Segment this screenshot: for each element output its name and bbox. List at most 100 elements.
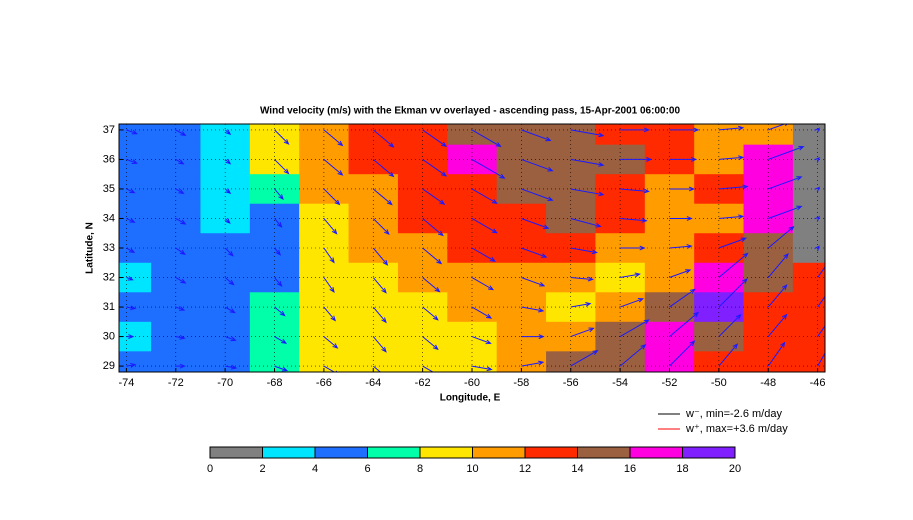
x-tick-label: -50	[711, 377, 727, 389]
wind-arrow	[471, 365, 493, 372]
wind-arrow	[768, 145, 805, 160]
heat-cell	[447, 351, 498, 372]
wind-arrow	[471, 158, 506, 179]
wind-arrow	[814, 216, 821, 222]
wind-arrow	[718, 214, 745, 220]
x-tick-label: -70	[217, 377, 233, 389]
wind-arrow	[372, 277, 387, 294]
wind-arrow	[372, 188, 393, 206]
wind-arrow	[471, 129, 502, 148]
wind-arrow	[126, 129, 138, 135]
colorbar-segment	[210, 447, 263, 458]
wind-arrow	[767, 225, 795, 249]
wind-arrow	[620, 245, 646, 251]
wind-arrow	[521, 218, 550, 230]
heat-cell	[249, 351, 300, 372]
wind-arrow	[570, 247, 599, 255]
wind-arrow	[274, 365, 289, 372]
heat-cell	[496, 351, 547, 372]
wind-arrow	[521, 188, 554, 201]
wind-arrow	[669, 288, 696, 308]
wind-arrow	[372, 247, 389, 266]
colorbar-tick-label: 6	[364, 463, 370, 475]
heat-cell	[200, 351, 251, 372]
wind-arrow	[126, 276, 134, 281]
wind-arrow	[372, 365, 382, 372]
wind-arrow	[471, 277, 495, 291]
wind-arrow	[323, 306, 337, 322]
heat-cell	[644, 351, 695, 372]
wind-arrow	[225, 364, 238, 370]
wind-arrow	[175, 158, 185, 165]
wind-arrow	[768, 176, 803, 190]
wind-arrow	[570, 302, 592, 308]
colorbar-segment	[367, 447, 421, 458]
wind-arrow	[817, 325, 825, 337]
wind-arrow	[718, 155, 745, 161]
wind-arrow	[323, 365, 338, 372]
heat-cell	[119, 124, 152, 146]
wind-arrow	[767, 284, 788, 308]
wind-arrow	[175, 247, 186, 256]
colorbar-tick-label: 20	[729, 463, 741, 475]
overlay	[119, 124, 825, 372]
wind-arrow	[521, 247, 548, 258]
chart-title: Wind velocity (m/s) with the Ekman vv ov…	[260, 106, 681, 117]
heat-cell	[397, 124, 448, 146]
wind-arrow	[175, 129, 187, 137]
wind-arrow	[126, 218, 136, 223]
x-tick-label: -74	[118, 377, 134, 389]
wind-arrow	[175, 363, 186, 369]
wind-arrow	[620, 272, 641, 279]
x-tick-label: -60	[464, 377, 480, 389]
wind-arrow	[669, 244, 693, 249]
wind-arrow	[422, 336, 439, 351]
heat-cell	[496, 124, 547, 146]
wind-arrow	[323, 277, 335, 293]
wind-arrow	[570, 276, 594, 282]
y-tick-label: 30	[103, 330, 115, 342]
colorbar-tick-label: 2	[259, 463, 265, 475]
y-tick-label: 29	[103, 360, 115, 372]
x-tick-label: -56	[563, 377, 579, 389]
colorbar-segment	[262, 447, 316, 458]
wind-arrow	[422, 218, 444, 237]
wind-arrow	[718, 278, 748, 308]
wind-arrow	[817, 266, 825, 278]
wind-arrow	[422, 277, 441, 293]
x-tick-label: -64	[365, 377, 381, 389]
heat-cell	[151, 351, 201, 372]
wind-arrow	[126, 334, 135, 339]
colorbar-tick-label: 8	[417, 463, 423, 475]
wind-arrow	[323, 188, 341, 206]
wind-arrow	[274, 129, 290, 145]
wind-arrow	[521, 158, 554, 172]
legend-label: w⁺, max=+3.6 m/day	[685, 423, 788, 435]
wind-arrow	[768, 205, 803, 219]
wind-arrow	[570, 217, 602, 228]
wind-arrow	[471, 218, 498, 234]
wind-arrow	[767, 252, 789, 278]
wind-arrow	[669, 311, 700, 337]
y-axis-label: Latitude, N	[85, 222, 96, 274]
wind-arrow	[521, 306, 545, 313]
wind-arrow	[323, 159, 344, 176]
y-tick-label: 36	[103, 153, 115, 165]
wind-arrow	[521, 334, 545, 339]
legend-label: w⁻, min=-2.6 m/day	[685, 408, 782, 420]
wind-arrow	[471, 336, 492, 345]
wind-arrow	[471, 188, 498, 204]
y-tick-label: 33	[103, 242, 115, 254]
x-tick-label: -68	[267, 377, 283, 389]
wind-arrow	[224, 277, 235, 286]
wind-arrow	[471, 247, 496, 262]
wind-arrow	[372, 218, 390, 235]
wind-arrow	[422, 306, 439, 321]
colorbar-segment	[472, 447, 526, 458]
colorbar-segment	[420, 447, 473, 458]
wind-arrow	[175, 188, 185, 194]
wind-arrow	[521, 277, 546, 287]
wind-arrow	[323, 218, 338, 235]
colorbar-tick-label: 4	[312, 463, 318, 475]
